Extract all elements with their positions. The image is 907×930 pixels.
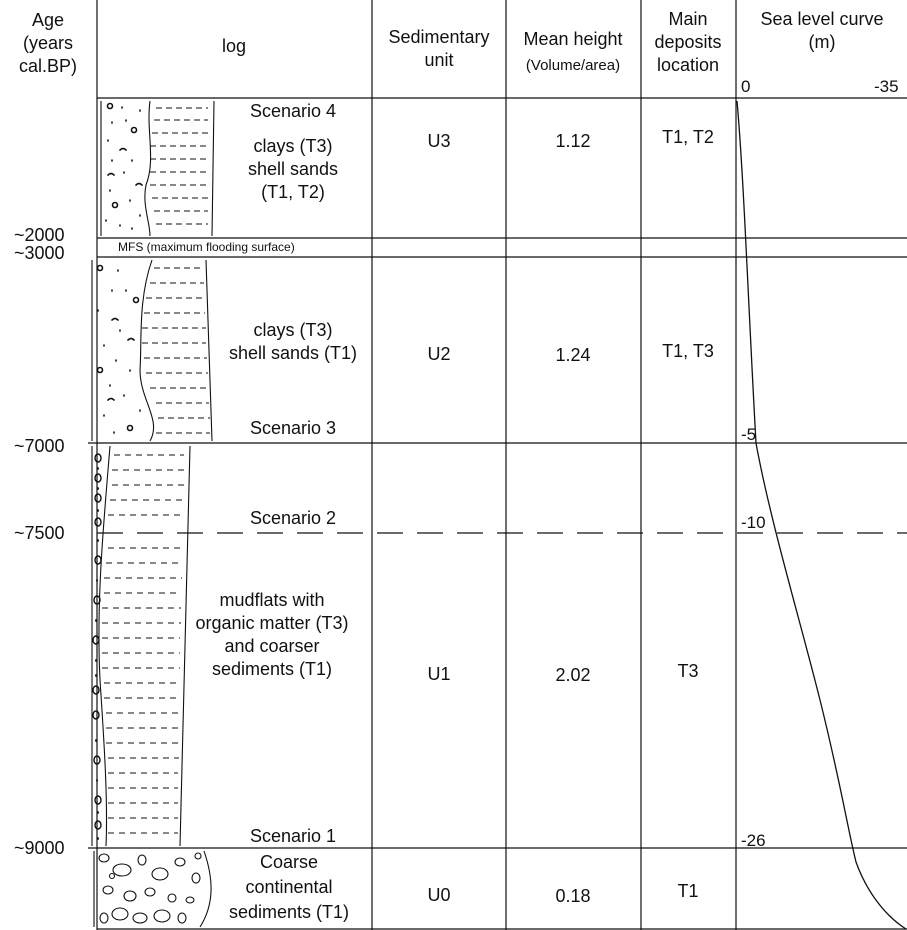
unit-header-line-1: Sedimentary [388,27,490,47]
sea-axis-min: 0 [741,77,751,96]
u3-desc-line-2: shell sands [247,159,339,179]
u2-mean: 1.24 [555,345,591,365]
u3-desc-line-1: clays (T3) [253,136,333,156]
mean-header-line-2: (Volume/area) [525,57,621,74]
u2-desc-line-2: shell sands (T1) [228,343,358,363]
sea-level-5: -5 [741,425,757,444]
log-header: log [221,36,247,56]
u1-unit: U1 [427,664,451,684]
mfs-label: MFS (maximum flooding surface) [118,240,295,254]
scenario-4-label: Scenario 4 [249,101,337,121]
u0-deposits: T1 [677,881,699,901]
log-u3 [100,100,215,237]
u1-desc-line-2: organic matter (T3) [195,613,349,633]
sea-header-line-2: (m) [808,32,836,52]
scenario-1-label: Scenario 1 [249,826,337,846]
u0-desc-line-2: continental [245,877,333,897]
u1-desc-line-1: mudflats with [219,590,325,610]
age-2000: ~2000 [14,225,65,245]
age-header-line-2: (years [22,33,74,53]
u0-unit: U0 [427,885,451,905]
u0-desc-line-3: sediments (T1) [228,902,350,922]
u2-desc-line-1: clays (T3) [253,320,333,340]
mean-header-line-1: Mean height [523,29,623,49]
log-u2 [91,259,213,442]
table-grid [88,0,907,930]
u2-unit: U2 [427,344,451,364]
log-u1 [91,445,191,847]
u3-deposits: T1, T2 [662,127,714,147]
sea-axis-max: -35 [874,77,899,96]
u3-desc-line-3: (T1, T2) [261,182,325,202]
u1-desc-line-4: sediments (T1) [211,659,333,679]
deposits-header-line-1: Main [668,9,708,29]
deposits-header-line-2: deposits [654,32,722,52]
deposits-header-line-3: location [656,55,720,75]
scenario-2-label: Scenario 2 [249,508,337,528]
u0-desc-line-1: Coarse [259,852,319,872]
log-u0 [93,850,212,928]
age-3000: ~3000 [14,243,65,263]
age-header-line-3: cal.BP) [18,56,78,76]
u0-mean: 0.18 [555,886,591,906]
sea-level-curve [736,100,907,930]
u1-mean: 2.02 [555,665,591,685]
u1-deposits: T3 [677,661,699,681]
u2-deposits: T1, T3 [662,341,714,361]
sea-level-10: -10 [741,513,766,532]
u3-unit: U3 [427,131,451,151]
sea-header-line-1: Sea level curve [760,9,884,29]
age-header-line-1: Age [31,10,65,30]
u1-desc-line-3: and coarser [224,636,320,656]
u3-mean: 1.12 [555,131,591,151]
sea-level-26: -26 [741,831,766,850]
age-9000: ~9000 [14,838,65,858]
scenario-3-label: Scenario 3 [249,418,337,438]
unit-header-line-2: unit [424,50,454,70]
age-7500: ~7500 [14,523,65,543]
age-7000: ~7000 [14,436,65,456]
